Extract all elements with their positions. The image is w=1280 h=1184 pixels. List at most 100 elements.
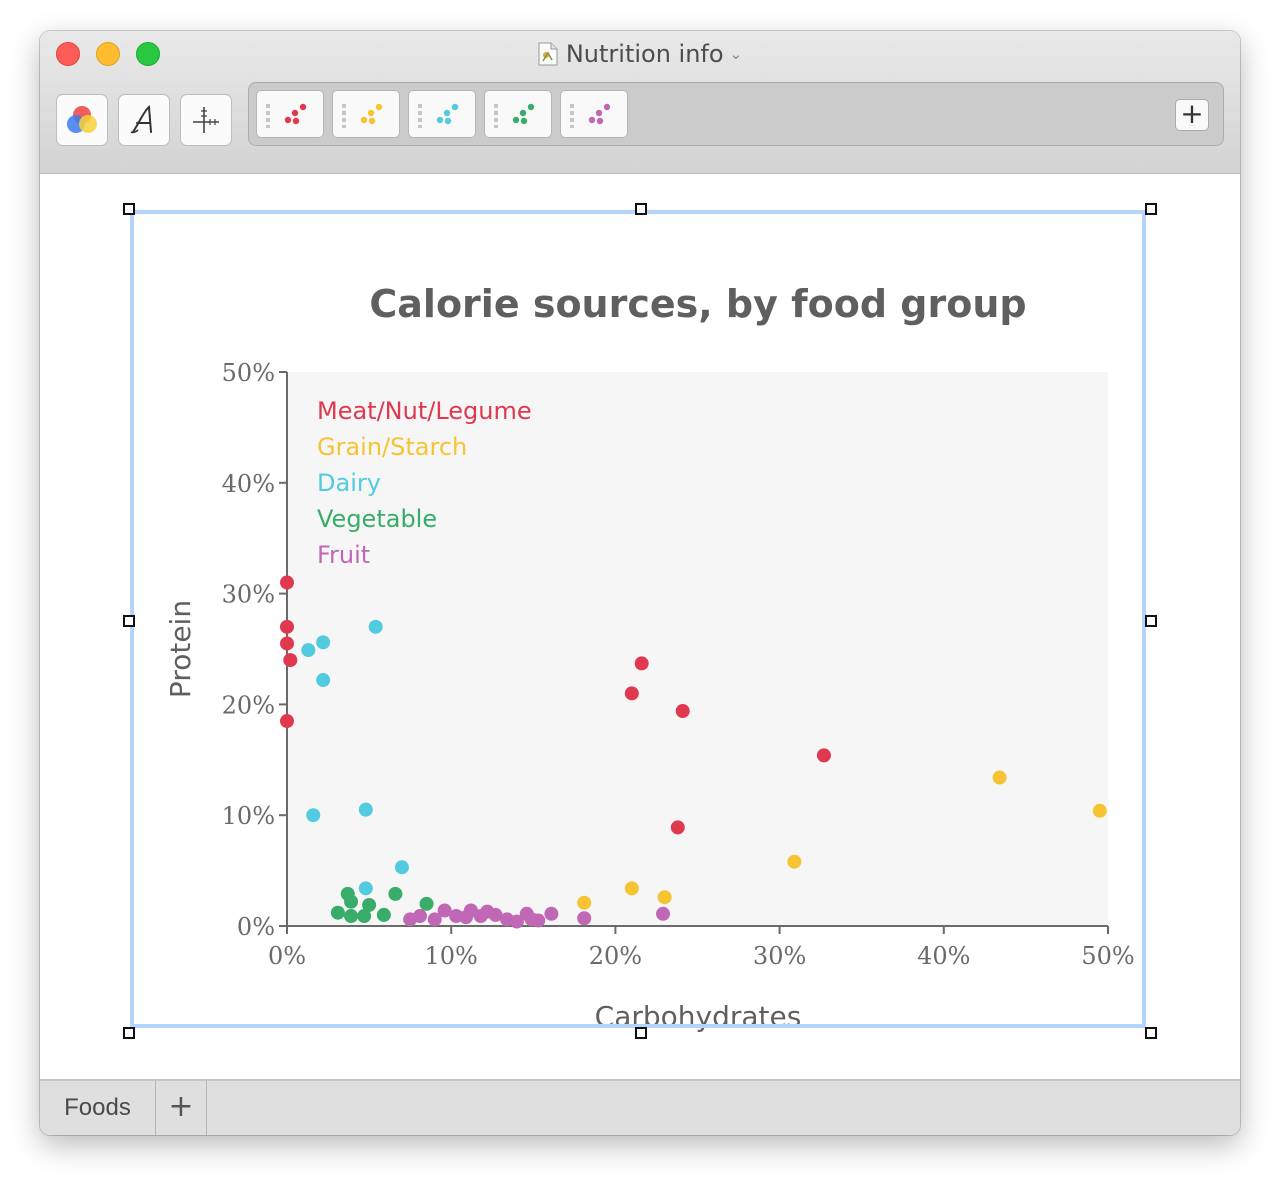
- data-point-meat-nut-legume: [280, 636, 294, 651]
- drag-grip-icon[interactable]: [342, 104, 346, 128]
- calligraphic-a-icon: [130, 105, 152, 134]
- color-wheel-button[interactable]: [56, 94, 108, 146]
- data-point-grain-starch: [624, 881, 639, 896]
- minimize-window-button[interactable]: [96, 42, 120, 66]
- legend-item: Vegetable: [317, 505, 437, 533]
- data-point-vegetable: [388, 886, 403, 901]
- y-axis-title: Protein: [164, 600, 197, 698]
- data-point-dairy: [301, 643, 316, 658]
- legend-item: Meat/Nut/Legume: [317, 397, 532, 425]
- data-point-fruit: [413, 909, 428, 924]
- data-point-meat-nut-legume: [675, 704, 690, 719]
- legend-item: Grain/Starch: [317, 433, 467, 461]
- legend-item: Dairy: [317, 469, 381, 497]
- title-bar: Nutrition info ⌄: [40, 31, 1240, 174]
- resize-handle-top-left[interactable]: [123, 203, 135, 215]
- crosshair-axes-icon: [193, 107, 219, 133]
- data-point-vegetable: [344, 909, 359, 924]
- scatter-chart[interactable]: Calorie sources, by food groupCarbohydra…: [40, 174, 1240, 1079]
- data-point-vegetable: [362, 897, 377, 912]
- x-tick-label: 10%: [425, 942, 478, 970]
- data-point-vegetable: [330, 905, 345, 920]
- data-point-fruit: [509, 914, 524, 929]
- legend-item: Fruit: [317, 541, 370, 569]
- scatter-dots-icon: [512, 103, 535, 125]
- data-point-meat-nut-legume: [624, 686, 639, 701]
- resize-handle-bottom[interactable]: [635, 1027, 647, 1039]
- data-point-fruit: [437, 903, 452, 918]
- add-sheet-button[interactable]: +: [156, 1081, 207, 1135]
- drag-grip-icon[interactable]: [418, 104, 422, 128]
- document-icon: [538, 42, 558, 66]
- font-button[interactable]: [118, 94, 170, 146]
- data-point-meat-nut-legume: [816, 748, 831, 763]
- data-point-fruit: [544, 906, 559, 921]
- data-point-fruit: [577, 911, 592, 926]
- data-point-grain-starch: [577, 895, 592, 910]
- data-point-fruit: [488, 907, 503, 922]
- data-point-dairy: [306, 808, 321, 823]
- sheet-tab-foods[interactable]: Foods: [40, 1081, 156, 1135]
- series-button-vegetable[interactable]: [484, 90, 552, 138]
- data-point-vegetable: [376, 907, 391, 922]
- window-title-text: Nutrition info: [565, 40, 724, 68]
- drag-grip-icon[interactable]: [494, 104, 498, 128]
- axes-button[interactable]: [180, 94, 232, 146]
- x-tick-label: 40%: [917, 942, 970, 970]
- scatter-dots-icon: [436, 103, 459, 125]
- resize-handle-right[interactable]: [1145, 615, 1157, 627]
- chart-canvas: Calorie sources, by food group Carbohydra…: [40, 174, 1240, 1079]
- sheet-bar: Foods +: [40, 1079, 1240, 1135]
- resize-handle-bottom-right[interactable]: [1145, 1027, 1157, 1039]
- add-series-button[interactable]: +: [1175, 99, 1209, 131]
- data-point-meat-nut-legume: [280, 619, 294, 634]
- data-point-meat-nut-legume: [634, 656, 649, 671]
- drag-grip-icon[interactable]: [570, 104, 574, 128]
- data-point-dairy: [368, 619, 383, 634]
- y-tick-label: 50%: [222, 359, 275, 387]
- window-title[interactable]: Nutrition info ⌄: [40, 40, 1240, 68]
- close-window-button[interactable]: [56, 42, 80, 66]
- scatter-dots-icon: [360, 103, 383, 125]
- y-tick-label: 20%: [222, 691, 275, 719]
- data-point-fruit: [427, 912, 442, 927]
- data-point-vegetable: [419, 896, 434, 911]
- series-button-grain[interactable]: [332, 90, 400, 138]
- resize-handle-left[interactable]: [123, 615, 135, 627]
- plot-area: [287, 372, 1108, 926]
- data-point-meat-nut-legume: [283, 653, 298, 668]
- series-button-dairy[interactable]: [408, 90, 476, 138]
- data-point-dairy: [316, 673, 331, 688]
- data-point-dairy: [358, 802, 373, 817]
- series-button-meat[interactable]: [256, 90, 324, 138]
- drag-grip-icon[interactable]: [266, 104, 270, 128]
- data-point-fruit: [656, 906, 671, 921]
- x-tick-label: 30%: [753, 942, 806, 970]
- app-window: Nutrition info ⌄: [40, 31, 1240, 1135]
- y-tick-label: 0%: [237, 913, 275, 941]
- scatter-dots-icon: [588, 103, 611, 125]
- color-circles-icon: [67, 106, 97, 133]
- resize-handle-bottom-left[interactable]: [123, 1027, 135, 1039]
- data-point-dairy: [316, 635, 331, 650]
- x-tick-label: 50%: [1081, 942, 1134, 970]
- data-point-meat-nut-legume: [670, 820, 685, 835]
- resize-handle-top-right[interactable]: [1145, 203, 1157, 215]
- y-tick-label: 30%: [222, 581, 275, 609]
- x-tick-label: 0%: [268, 942, 306, 970]
- chevron-down-icon: ⌄: [729, 45, 743, 63]
- data-point-dairy: [358, 881, 373, 896]
- data-point-grain-starch: [1092, 803, 1107, 818]
- scatter-dots-icon: [284, 103, 307, 125]
- data-point-fruit: [531, 913, 546, 928]
- series-button-fruit[interactable]: [560, 90, 628, 138]
- resize-handle-top[interactable]: [635, 203, 647, 215]
- y-tick-label: 10%: [222, 802, 275, 830]
- data-point-vegetable: [344, 894, 359, 909]
- data-point-grain-starch: [787, 854, 802, 869]
- zoom-window-button[interactable]: [136, 42, 160, 66]
- series-shelf: +: [248, 82, 1224, 146]
- chart-title: Calorie sources, by food group: [369, 282, 1026, 326]
- x-tick-label: 20%: [589, 942, 642, 970]
- data-point-vegetable: [357, 909, 372, 924]
